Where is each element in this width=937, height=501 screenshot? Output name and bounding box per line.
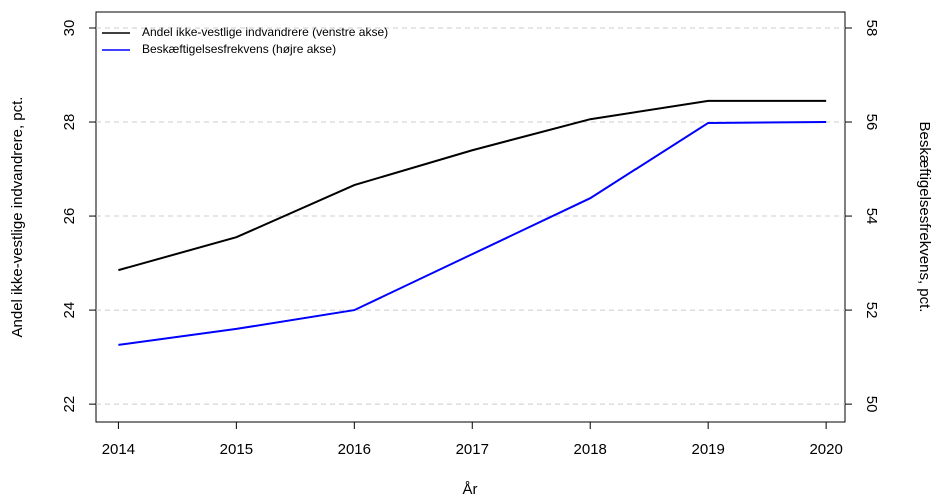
y-tick-label: 22	[61, 396, 78, 413]
legend-label: Andel ikke-vestlige indvandrere (venstre…	[142, 25, 388, 39]
x-tick-label: 2020	[809, 441, 842, 458]
legend-label: Beskæftigelsesfrekvens (højre akse)	[142, 42, 336, 56]
y2-tick-label: 52	[863, 302, 880, 319]
y2-tick-label: 56	[863, 114, 880, 131]
x-tick-label: 2014	[102, 441, 135, 458]
y-tick-label: 30	[61, 20, 78, 37]
y2-tick-label: 50	[863, 396, 880, 413]
x-tick-label: 2016	[338, 441, 371, 458]
x-tick-label: 2017	[456, 441, 489, 458]
x-tick-label: 2015	[220, 441, 253, 458]
y-tick-label: 28	[61, 114, 78, 131]
y-axis-label: Andel ikke-vestlige indvandrere, pct.	[9, 97, 26, 338]
y2-tick-label: 58	[863, 20, 880, 37]
y-tick-label: 26	[61, 208, 78, 225]
plot-frame	[95, 11, 846, 423]
series-line	[118, 121, 827, 346]
x-axis-label: År	[463, 481, 478, 498]
y2-axis-label: Beskæftigelsesfrekvens, pct.	[916, 122, 933, 313]
y2-tick-label: 54	[863, 208, 880, 225]
y-tick-label: 24	[61, 302, 78, 319]
series-line	[118, 99, 827, 272]
x-tick-label: 2019	[691, 441, 724, 458]
x-tick-label: 2018	[574, 441, 607, 458]
